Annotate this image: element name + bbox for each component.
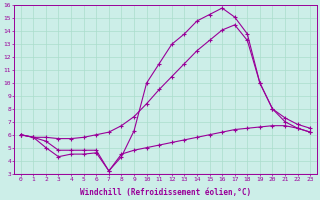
X-axis label: Windchill (Refroidissement éolien,°C): Windchill (Refroidissement éolien,°C)	[80, 188, 251, 197]
